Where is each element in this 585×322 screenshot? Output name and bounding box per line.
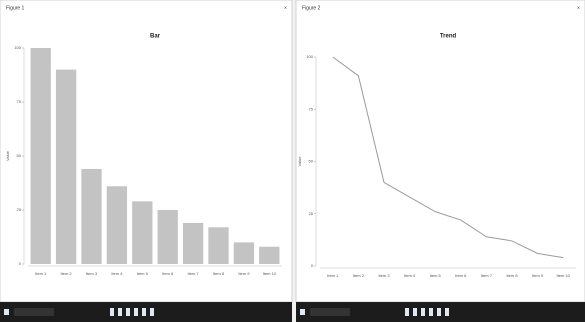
x-tick-label: Item 9 bbox=[532, 273, 544, 278]
y-tick-label: 50 bbox=[309, 159, 314, 164]
bar bbox=[31, 48, 51, 264]
start-button[interactable] bbox=[4, 309, 9, 315]
page: Figure 1 Figure 2 × × BarValue0255075100… bbox=[0, 0, 585, 322]
x-tick-label: Item 4 bbox=[404, 273, 416, 278]
y-tick-label: 25 bbox=[17, 207, 22, 212]
bar bbox=[56, 70, 76, 264]
app-icon[interactable] bbox=[110, 308, 114, 316]
app-icon[interactable] bbox=[118, 308, 122, 316]
y-tick-label: 75 bbox=[309, 106, 314, 111]
x-tick-label: Item 3 bbox=[86, 271, 98, 276]
app-icon[interactable] bbox=[150, 308, 154, 316]
x-tick-label: Item 9 bbox=[238, 271, 250, 276]
x-tick-label: Item 3 bbox=[378, 273, 390, 278]
window bbox=[296, 0, 585, 302]
start-button[interactable] bbox=[300, 309, 305, 315]
y-axis-label: Value bbox=[5, 150, 10, 161]
bar bbox=[132, 201, 152, 264]
app-icon[interactable] bbox=[429, 308, 433, 316]
close-button[interactable]: × bbox=[577, 5, 580, 11]
app-icon[interactable] bbox=[142, 308, 146, 316]
bar bbox=[158, 210, 178, 264]
search-box[interactable] bbox=[14, 308, 54, 316]
y-tick-label: 100 bbox=[306, 54, 313, 59]
x-tick-label: Item 1 bbox=[327, 273, 339, 278]
x-tick-label: Item 6 bbox=[162, 271, 174, 276]
app-icon[interactable] bbox=[437, 308, 441, 316]
x-tick-label: Item 5 bbox=[430, 273, 442, 278]
bar bbox=[234, 242, 254, 264]
x-tick-label: Item 5 bbox=[137, 271, 149, 276]
bar bbox=[183, 223, 203, 264]
x-tick-label: Item 10 bbox=[557, 273, 571, 278]
bar bbox=[208, 227, 228, 264]
app-icon[interactable] bbox=[126, 308, 130, 316]
x-tick-label: Item 8 bbox=[213, 271, 225, 276]
app-icon[interactable] bbox=[405, 308, 409, 316]
app-icon[interactable] bbox=[445, 308, 449, 316]
search-box[interactable] bbox=[310, 308, 350, 316]
x-tick-label: Item 8 bbox=[506, 273, 518, 278]
window-title: Figure 2 bbox=[302, 5, 321, 11]
app-icon[interactable] bbox=[134, 308, 138, 316]
x-tick-label: Item 2 bbox=[353, 273, 365, 278]
window-title: Figure 1 bbox=[6, 5, 25, 11]
y-tick-label: 75 bbox=[17, 99, 22, 104]
y-axis-label: Value bbox=[297, 156, 302, 167]
x-tick-label: Item 1 bbox=[35, 271, 47, 276]
x-tick-label: Item 7 bbox=[188, 271, 200, 276]
bar bbox=[107, 186, 127, 264]
x-tick-label: Item 10 bbox=[263, 271, 277, 276]
x-tick-label: Item 6 bbox=[455, 273, 467, 278]
app-icon[interactable] bbox=[413, 308, 417, 316]
y-tick-label: 25 bbox=[309, 211, 314, 216]
x-tick-label: Item 7 bbox=[481, 273, 493, 278]
bar bbox=[81, 169, 101, 264]
close-button[interactable]: × bbox=[284, 5, 287, 11]
chart-title: Trend bbox=[440, 34, 457, 40]
y-tick-label: 50 bbox=[17, 153, 22, 158]
x-tick-label: Item 4 bbox=[111, 271, 123, 276]
screen: Figure 1 Figure 2 × × BarValue0255075100… bbox=[0, 0, 585, 322]
y-tick-label: 100 bbox=[14, 45, 21, 50]
bar bbox=[259, 247, 279, 264]
chart-title: Bar bbox=[150, 34, 161, 40]
app-icon[interactable] bbox=[421, 308, 425, 316]
x-tick-label: Item 2 bbox=[61, 271, 73, 276]
